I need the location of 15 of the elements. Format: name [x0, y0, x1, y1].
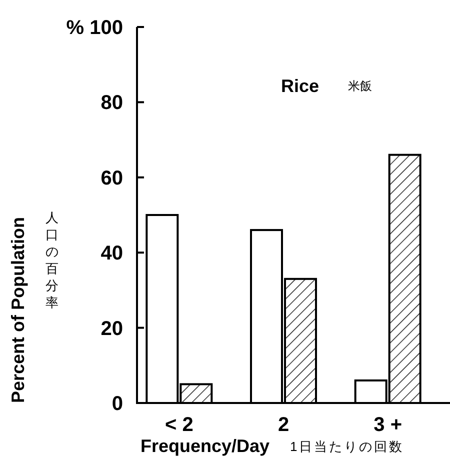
- x-tick-label: 3 +: [374, 414, 402, 436]
- y-tick-label: 40: [100, 242, 123, 265]
- y-tick-label: % 100: [66, 17, 123, 39]
- y-tick-label: 60: [100, 167, 123, 190]
- text: 米飯: [348, 79, 372, 93]
- y-axis-title: Percent of Population: [8, 216, 28, 404]
- x-tick-label: < 2: [164, 414, 194, 436]
- text: 人口の百分率: [46, 210, 58, 310]
- y-tick-label: 0: [112, 393, 123, 415]
- text: Rice: [280, 76, 320, 96]
- x-tick-label: 2: [278, 414, 290, 436]
- x-axis-title: Frequency/Day: [140, 436, 270, 456]
- text: 1日当たりの回数: [290, 439, 404, 454]
- y-tick-label: 80: [100, 92, 123, 114]
- y-tick-label: 20: [100, 318, 123, 340]
